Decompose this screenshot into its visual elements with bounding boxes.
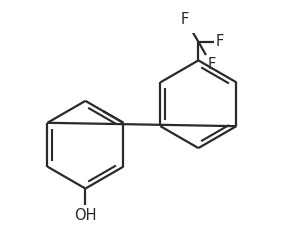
Text: OH: OH bbox=[74, 208, 97, 223]
Text: F: F bbox=[216, 34, 224, 49]
Text: F: F bbox=[208, 57, 216, 72]
Text: F: F bbox=[181, 12, 189, 27]
